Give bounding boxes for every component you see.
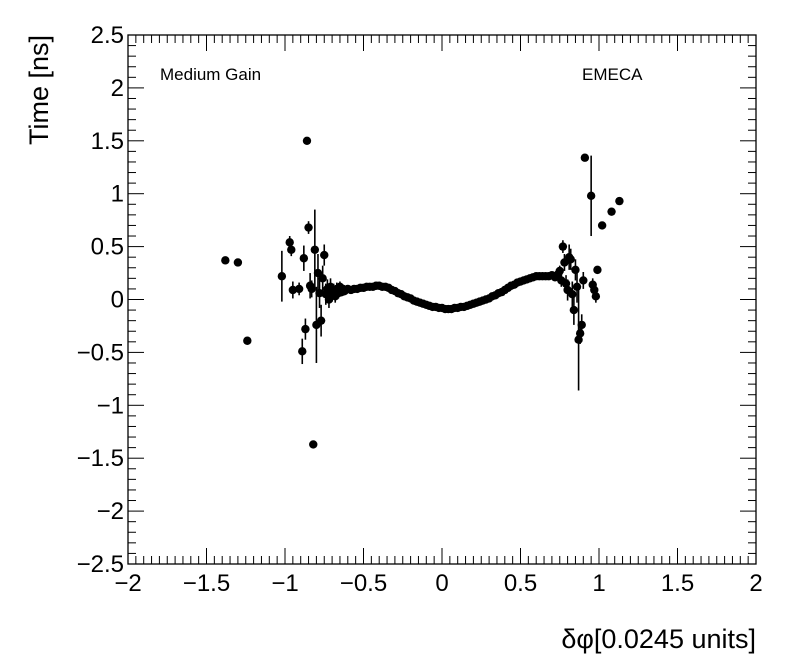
data-point xyxy=(579,276,588,285)
data-point xyxy=(569,305,579,315)
data-point xyxy=(299,254,309,263)
y-tick-label: −1.5 xyxy=(77,445,124,472)
data-point xyxy=(243,336,252,345)
axis-ticks xyxy=(127,34,757,565)
data-point xyxy=(607,207,616,216)
annotation-gain: Medium Gain xyxy=(160,65,261,84)
data-point xyxy=(277,272,287,281)
data-points xyxy=(221,136,624,449)
data-point xyxy=(307,284,316,294)
y-tick-label: 0.5 xyxy=(91,234,124,261)
data-point xyxy=(294,284,304,294)
data-point xyxy=(593,265,602,275)
data-point xyxy=(310,245,320,254)
data-point xyxy=(304,223,313,232)
y-tick-label: −0.5 xyxy=(77,339,124,366)
data-point xyxy=(288,285,298,295)
data-point xyxy=(285,238,294,247)
y-tick-label: 2 xyxy=(111,75,124,102)
data-point xyxy=(301,324,310,334)
y-tick-label: 1 xyxy=(111,181,124,208)
tick-labels: −2 −1.5 −1 −0.5 0 0.5 1 1.5 2 2.5 2 1.5 1 0.5 0 −0.5 −1 −… xyxy=(77,22,763,597)
x-tick-label: −1 xyxy=(271,570,298,597)
data-point xyxy=(597,221,607,230)
y-tick-label: −1 xyxy=(97,392,124,419)
y-tick-label: 0 xyxy=(111,287,124,314)
data-point xyxy=(571,265,580,275)
plot-frame xyxy=(127,34,757,565)
x-tick-label: −2 xyxy=(114,570,141,597)
data-point xyxy=(320,250,329,260)
data-point xyxy=(287,245,296,254)
data-point xyxy=(580,153,590,162)
data-point xyxy=(555,266,564,276)
x-tick-label: 1 xyxy=(592,570,605,597)
data-point xyxy=(566,255,575,264)
x-tick-label: 0.5 xyxy=(504,570,537,597)
data-point xyxy=(558,242,568,251)
y-tick-label: 1.5 xyxy=(91,128,124,155)
data-point xyxy=(316,316,326,325)
data-point xyxy=(591,292,601,301)
y-tick-label: −2 xyxy=(97,498,124,525)
x-tick-label: −1.5 xyxy=(183,570,230,597)
x-tick-label: 1.5 xyxy=(661,570,694,597)
data-point xyxy=(572,282,582,292)
data-point xyxy=(568,290,577,299)
y-tick-label: 2.5 xyxy=(91,22,124,49)
x-axis-title: δφ[0.0245 units] xyxy=(561,624,756,654)
annotation-region: EMECA xyxy=(582,65,643,84)
data-point xyxy=(298,347,307,356)
data-point xyxy=(575,329,585,338)
data-point xyxy=(315,288,324,298)
data-point xyxy=(233,258,243,267)
data-point xyxy=(586,191,596,201)
data-point xyxy=(309,440,318,449)
x-tick-label: 2 xyxy=(749,570,762,597)
x-tick-label: 0 xyxy=(435,570,448,597)
data-point xyxy=(302,136,312,145)
data-point xyxy=(318,274,327,283)
y-axis-title: Time [ns] xyxy=(24,35,54,145)
data-point xyxy=(615,196,624,206)
data-point xyxy=(221,256,230,265)
data-point xyxy=(577,320,586,330)
x-tick-label: −0.5 xyxy=(340,570,387,597)
y-tick-label: −2.5 xyxy=(77,551,124,578)
